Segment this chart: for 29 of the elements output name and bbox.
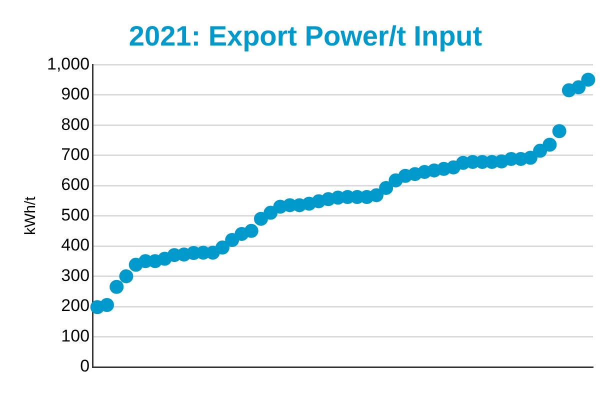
y-tick-label: 800	[61, 114, 90, 134]
point	[264, 206, 278, 220]
y-tick-label: 600	[61, 175, 90, 194]
point	[369, 188, 384, 202]
point	[533, 144, 548, 158]
y-tick-label: 0	[80, 356, 90, 376]
point	[572, 80, 586, 94]
y-tick-label: 200	[61, 296, 90, 316]
chart-title: 2021: Export Power/t Input	[128, 20, 482, 52]
point	[215, 240, 230, 255]
point	[244, 224, 258, 238]
point	[379, 180, 394, 195]
y-tick-label: 400	[61, 236, 90, 255]
point	[542, 138, 557, 152]
y-tick-label: 300	[61, 266, 90, 285]
point	[552, 124, 566, 138]
y-tick-label: 500	[61, 205, 90, 224]
y-tick-label: 900	[61, 84, 90, 104]
point	[581, 72, 596, 87]
point	[254, 212, 268, 226]
y-tick-label: 100	[61, 326, 90, 346]
point	[225, 232, 240, 247]
point	[110, 280, 124, 294]
y-tick-label: 700	[61, 145, 90, 164]
y-tick-label: 1,000	[46, 54, 90, 74]
point	[119, 269, 134, 284]
point	[523, 150, 538, 165]
y-axis-title: kWh/t	[22, 196, 40, 235]
point	[100, 298, 114, 312]
